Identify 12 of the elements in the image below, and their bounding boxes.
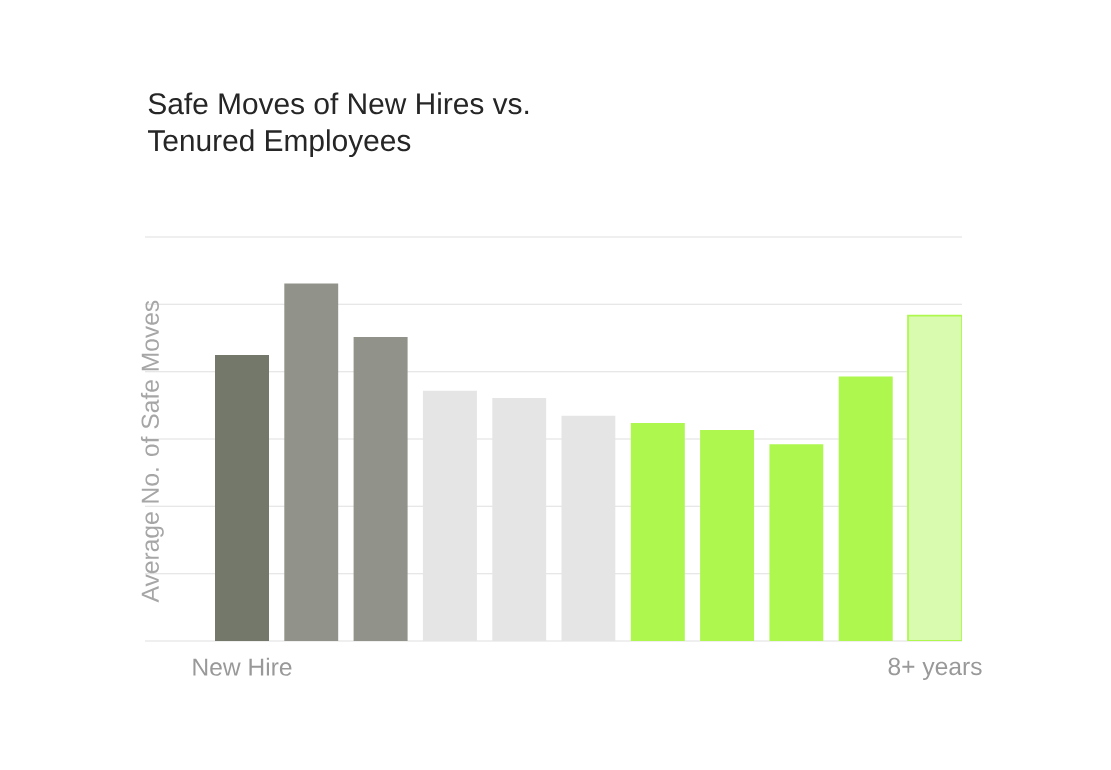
y-axis-title: Average No. of Safe Moves (140, 300, 164, 603)
chart-title: Safe Moves of New Hires vs. Tenured Employees (148, 92, 529, 158)
bar (769, 444, 824, 641)
x-tick-label: New Hire (193, 657, 292, 676)
bar (353, 337, 408, 641)
bar (700, 430, 755, 641)
bar (907, 314, 962, 641)
x-tick-label: 8+ years (888, 657, 982, 681)
bar (215, 354, 269, 641)
bar (838, 376, 893, 641)
bar (284, 283, 339, 641)
bar (630, 422, 685, 641)
